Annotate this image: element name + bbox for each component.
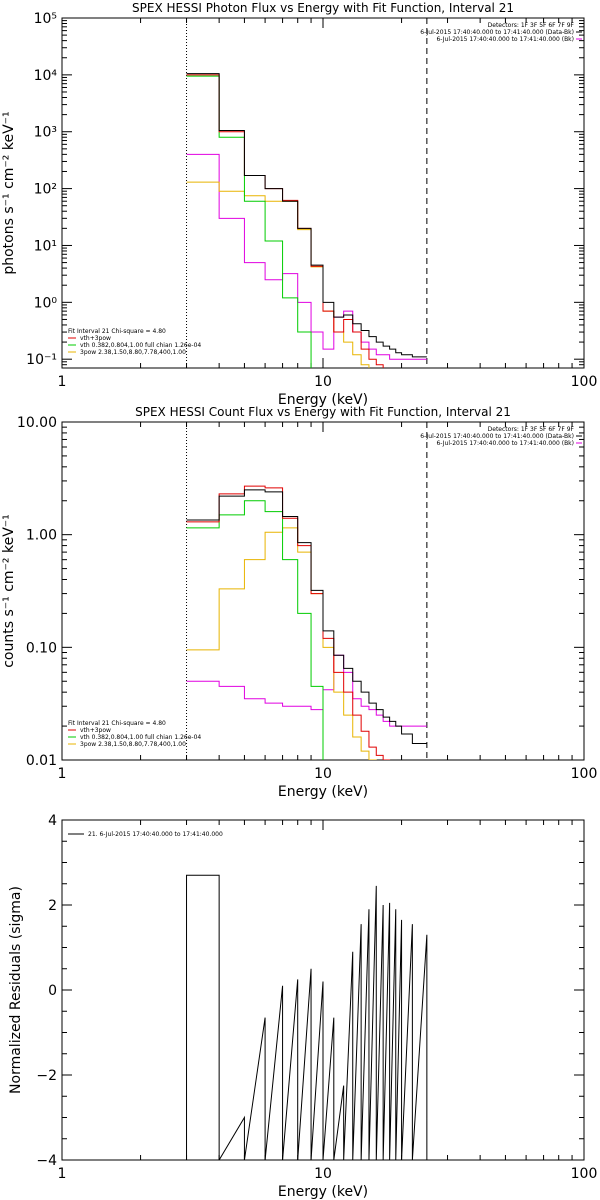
header-legend-line: 6-Jul-2015 17:40:40.000 to 17:41:40.000 … <box>420 29 574 36</box>
x-tick-label: 100 <box>571 374 598 390</box>
series-line-data <box>186 489 427 745</box>
series-line-bkg <box>186 153 427 360</box>
chart-title: SPEX HESSI Count Flux vs Energy with Fit… <box>135 405 511 419</box>
x-tick-label: 1 <box>58 374 67 390</box>
header-legend-line: 6-Jul-2015 17:40:40.000 to 17:41:40.000 … <box>436 440 574 447</box>
series-line-3pow <box>186 181 370 368</box>
x-tick-label: 10 <box>314 374 332 390</box>
series-line-vth <box>186 75 312 368</box>
y-tick-label: 0.01 <box>26 753 57 769</box>
series-line-bkg <box>186 654 427 727</box>
chart-3: 1 10 100 −4 −2 0 2 4 Energy (keV) Normalized Resi… <box>8 813 597 1200</box>
header-legend-line: Detectors: 1F 3F 5F 6F 7F 9F <box>488 426 575 433</box>
y-tick-label: 10⁻¹ <box>26 352 57 368</box>
fit-legend-line: 3pow 2.38,1.50,8.80,7.78,400,1.00 <box>80 349 186 356</box>
series-group <box>186 485 427 760</box>
x-tick-label: 100 <box>571 1166 598 1182</box>
y-tick-label: 10¹ <box>34 238 57 254</box>
series-line-vth3pow <box>186 485 391 760</box>
header-legend-line: Detectors: 1F 3F 5F 6F 7F 9F <box>488 22 575 29</box>
y-axis-label: Normalized Residuals (sigma) <box>8 886 24 1094</box>
chart-title: SPEX HESSI Photon Flux vs Energy with Fi… <box>132 1 514 15</box>
fit-legend-line: 3pow 2.38,1.50,8.80,7.78,400,1.00 <box>80 741 186 748</box>
chart-2: 1 10 100 0.01 0.10 1.00 10.00 SPEX HESSI Count … <box>1 405 598 800</box>
series-group <box>186 73 427 368</box>
x-axis-label: Energy (keV) <box>278 784 368 800</box>
y-tick-label: 10⁵ <box>34 11 57 27</box>
x-tick-label: 10 <box>314 1166 332 1182</box>
y-tick-label: 1.00 <box>26 528 57 544</box>
x-tick-label: 1 <box>58 1166 67 1182</box>
residual-legend-line: 21. 6-Jul-2015 17:40:40.000 to 17:41:40.… <box>88 831 223 838</box>
fit-legend-line: vth+3pow <box>80 335 111 342</box>
chart-1: 1 10 100 10⁻¹ 10⁰ 10¹ 10² 10³ 10⁴ 10⁵ SPEX HESSI P… <box>1 1 598 408</box>
header-legend-line: 6-Jul-2015 17:40:40.000 to 17:41:40.000 … <box>420 433 574 440</box>
series-line-vth3pow <box>186 74 384 368</box>
fit-legend-line: vth 0.382,0.804,1.00 full chian 1.26e-04 <box>80 342 201 349</box>
y-tick-label: 10⁰ <box>34 295 58 311</box>
y-tick-label: 2 <box>48 898 57 914</box>
series-line-data <box>186 73 427 358</box>
y-tick-label: 10² <box>34 182 57 198</box>
y-tick-label: 10⁴ <box>34 68 58 84</box>
fit-legend-line: vth+3pow <box>80 727 111 734</box>
y-axis-label: counts s⁻¹ cm⁻² keV⁻¹ <box>1 514 17 668</box>
series-group <box>186 874 428 1160</box>
y-tick-label: 10³ <box>34 125 57 141</box>
y-tick-label: 10.00 <box>17 415 57 431</box>
x-axis-label: Energy (keV) <box>278 1184 368 1200</box>
y-axis-label: photons s⁻¹ cm⁻² keV⁻¹ <box>1 111 17 274</box>
fit-legend-line: Fit Interval 21 Chi-square = 4.80 <box>68 328 166 335</box>
fit-legend-line: Fit Interval 21 Chi-square = 4.80 <box>68 720 166 727</box>
y-tick-label: 0 <box>48 983 57 999</box>
fit-legend-line: vth 0.382,0.804,1.00 full chian 1.26e-04 <box>80 734 201 741</box>
header-legend-line: 6-Jul-2015 17:40:40.000 to 17:41:40.000 … <box>436 36 574 43</box>
y-tick-label: −2 <box>36 1068 57 1084</box>
x-tick-label: 1 <box>58 766 67 782</box>
y-tick-label: −4 <box>36 1153 57 1169</box>
x-tick-label: 10 <box>314 766 332 782</box>
x-tick-label: 100 <box>571 766 598 782</box>
y-tick-label: 4 <box>48 813 57 829</box>
plot-frame <box>61 17 585 369</box>
series-line-3pow <box>186 527 377 760</box>
series-line-21 <box>186 874 428 1160</box>
series-line-vth <box>186 500 324 760</box>
x-axis-label: Energy (keV) <box>278 392 368 408</box>
y-tick-label: 0.10 <box>26 640 57 656</box>
